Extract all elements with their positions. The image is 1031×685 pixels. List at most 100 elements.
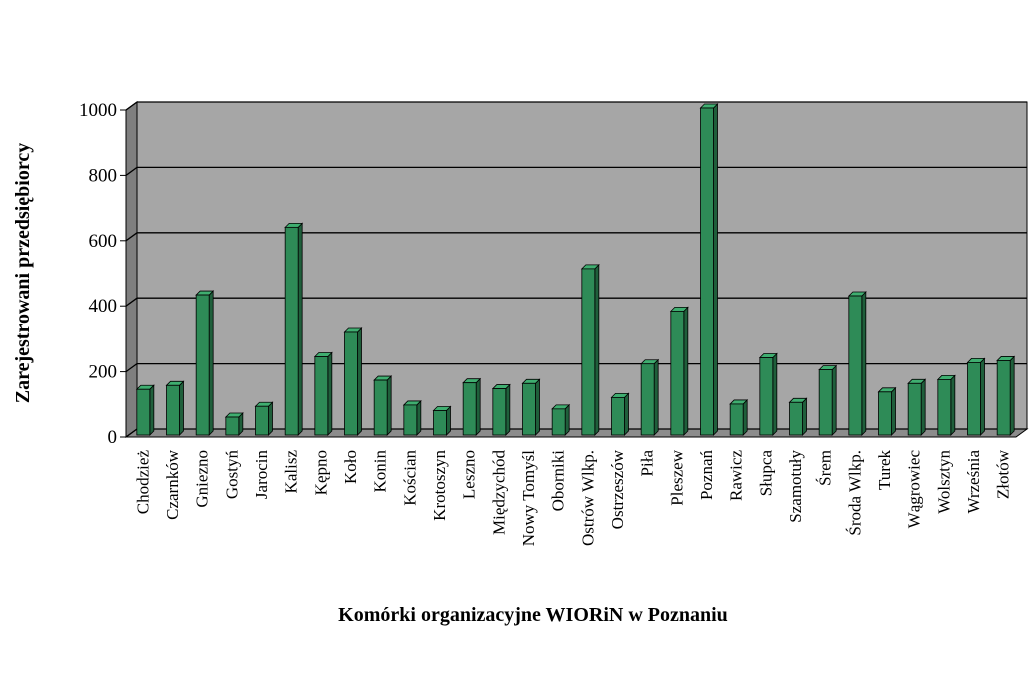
bar-side-face: [416, 399, 422, 436]
x-tick-label: Gostyń: [222, 450, 241, 500]
x-tick-label: Koło: [341, 450, 360, 484]
bar-front-face: [967, 362, 981, 436]
bar-side-face: [980, 357, 985, 436]
x-tick-label: Szamotuły: [786, 450, 805, 523]
bar: [373, 375, 393, 436]
bar: [313, 351, 333, 436]
gridline-depth: [125, 232, 138, 242]
bar-side-face: [179, 380, 184, 436]
bar-side-face: [1009, 355, 1015, 436]
x-tick-label: Kościan: [400, 450, 419, 506]
bar: [432, 405, 452, 436]
bar-side-face: [564, 403, 570, 436]
x-tick-label: Słupca: [756, 450, 775, 497]
bar-side-face: [891, 386, 896, 436]
bar: [343, 327, 363, 436]
bar-side-face: [831, 364, 837, 436]
bar-side-face: [920, 378, 926, 436]
x-tick-label: Nowy Tomyśl: [519, 450, 538, 547]
bar: [818, 364, 838, 436]
bar-side-face: [624, 392, 629, 436]
bar-front-face: [255, 405, 269, 436]
bar-side-face: [535, 378, 540, 436]
bar: [580, 263, 600, 436]
gridline-depth: [125, 428, 138, 438]
bar: [788, 397, 808, 436]
bar-side-face: [594, 263, 600, 436]
x-tick-label: Kalisz: [282, 450, 301, 494]
bar: [462, 377, 482, 436]
bar: [402, 399, 422, 436]
bar-front-face: [700, 107, 714, 436]
bar-front-face: [759, 357, 774, 436]
y-tick-label: 200: [89, 362, 118, 383]
bar: [669, 306, 689, 436]
bars: [135, 103, 1016, 436]
x-tick-label: Wolsztyn: [934, 450, 953, 514]
bar-front-face: [996, 360, 1011, 436]
bar: [165, 380, 185, 436]
bar-front-face: [818, 369, 833, 436]
bar: [135, 384, 155, 436]
bar-front-face: [789, 401, 803, 436]
bar-front-face: [344, 331, 358, 436]
bar-side-face: [268, 401, 273, 436]
bar-front-face: [492, 388, 507, 436]
x-axis-title: Komórki organizacyjne WIORiN w Poznaniu: [338, 604, 728, 626]
x-tick-label: Poznań: [697, 450, 716, 501]
bar-front-face: [166, 384, 180, 436]
bar-side-face: [357, 327, 362, 436]
bar-front-face: [581, 268, 596, 436]
y-axis-ticks: 0 200 400 600 800 1000: [79, 100, 126, 448]
x-tick-label: Krotoszyn: [430, 450, 449, 521]
x-tick-label: Złotów: [994, 449, 1013, 499]
gridline-depth: [125, 363, 138, 373]
gridline-depth: [125, 297, 138, 307]
bar: [847, 291, 867, 436]
x-tick-label: Międzychód: [489, 450, 508, 535]
x-tick-label: Śrem: [816, 450, 835, 486]
bar: [966, 357, 986, 436]
bar: [729, 398, 749, 436]
x-tick-label: Ostrów Wlkp.: [578, 450, 597, 546]
gridline-depth: [125, 166, 138, 176]
bar: [284, 222, 304, 436]
bar-side-face: [772, 352, 778, 436]
x-axis-ticks: Chodzież Czarnków Gniezno Gostyń Jarocin Kali…: [133, 449, 1012, 546]
bar-side-face: [713, 103, 718, 436]
bar-side-face: [327, 351, 333, 436]
bar-front-face: [284, 226, 299, 436]
gridline-depth: [125, 101, 138, 111]
x-tick-label: Środa Wlkp.: [845, 450, 864, 536]
y-tick-label: 400: [89, 296, 118, 317]
x-tick-label: Konin: [371, 450, 390, 493]
bar-side-face: [683, 306, 689, 436]
bar-front-face: [848, 295, 863, 436]
bar: [224, 412, 244, 436]
bar: [699, 103, 719, 436]
x-tick-label: Pleszew: [667, 449, 686, 505]
bar: [758, 352, 778, 436]
bar-front-face: [314, 356, 329, 436]
plot-side-wall: [125, 101, 138, 438]
bar: [491, 383, 511, 436]
bar-front-face: [670, 310, 685, 436]
x-tick-label: Chodzież: [133, 450, 152, 515]
x-tick-label: Gniezno: [193, 450, 212, 508]
x-tick-label: Ostrzeszów: [608, 449, 627, 529]
bar-front-face: [611, 396, 625, 436]
bar-front-face: [907, 382, 922, 436]
x-tick-label: Oborniki: [549, 450, 568, 512]
bar: [610, 392, 630, 436]
bar-front-face: [403, 404, 418, 436]
x-tick-label: Leszno: [460, 450, 479, 499]
bar: [877, 386, 897, 436]
x-tick-label: Kępno: [311, 450, 330, 495]
bar-front-face: [551, 408, 566, 436]
x-tick-label: Jarocin: [252, 450, 271, 500]
bar: [521, 378, 541, 436]
bar-front-face: [937, 379, 952, 436]
x-tick-label: Wągrowiec: [905, 450, 924, 529]
y-tick-label: 600: [89, 231, 118, 252]
